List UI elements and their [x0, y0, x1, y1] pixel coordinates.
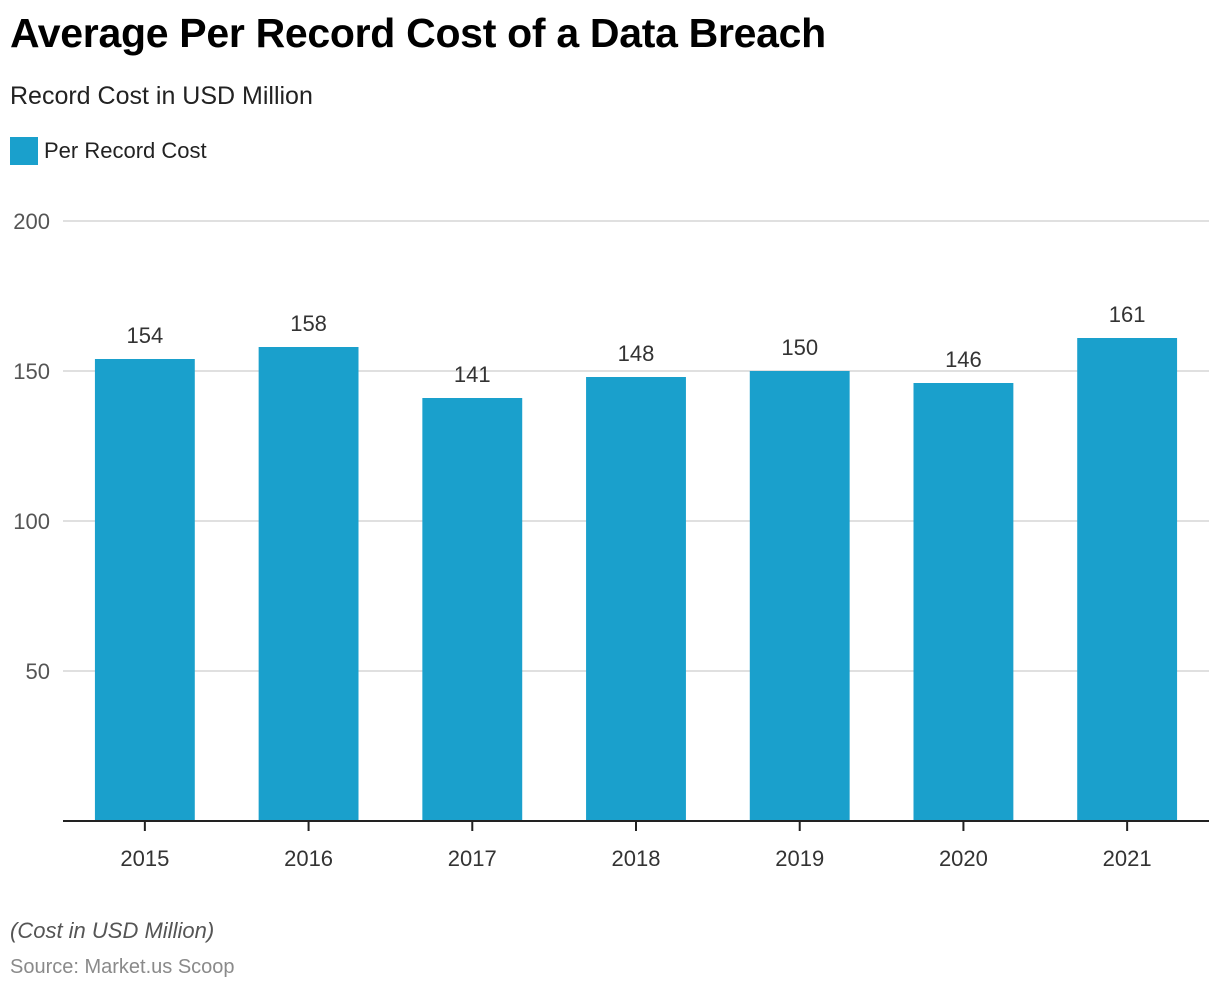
y-tick-label: 150	[13, 359, 50, 384]
x-tick-label: 2017	[448, 846, 497, 871]
bar	[913, 383, 1014, 821]
chart-note: (Cost in USD Million)	[10, 918, 215, 943]
y-tick-label: 100	[13, 509, 50, 534]
x-tick-label: 2015	[120, 846, 169, 871]
x-tick-label: 2018	[612, 846, 661, 871]
legend-label: Per Record Cost	[44, 138, 207, 163]
data-label: 146	[945, 347, 982, 372]
chart-subtitle: Record Cost in USD Million	[10, 82, 313, 110]
data-label: 150	[781, 335, 818, 360]
bar	[94, 359, 195, 821]
y-tick-label: 50	[26, 659, 50, 684]
bar	[1077, 338, 1178, 821]
legend: Per Record Cost	[10, 137, 207, 165]
data-label: 158	[290, 311, 327, 336]
x-tick-label: 2016	[284, 846, 333, 871]
data-label: 141	[454, 362, 491, 387]
x-tick-label: 2021	[1103, 846, 1152, 871]
x-tick-label: 2020	[939, 846, 988, 871]
bar	[258, 347, 359, 821]
data-label: 161	[1109, 302, 1146, 327]
bar	[586, 377, 686, 821]
chart-source: Source: Market.us Scoop	[10, 956, 235, 978]
legend-swatch	[10, 137, 38, 165]
bar	[422, 398, 523, 821]
y-tick-label: 200	[13, 209, 50, 234]
chart-title: Average Per Record Cost of a Data Breach	[10, 10, 826, 56]
data-label: 154	[126, 323, 163, 348]
bar	[749, 371, 850, 821]
x-tick-label: 2019	[775, 846, 824, 871]
data-label: 148	[618, 341, 655, 366]
